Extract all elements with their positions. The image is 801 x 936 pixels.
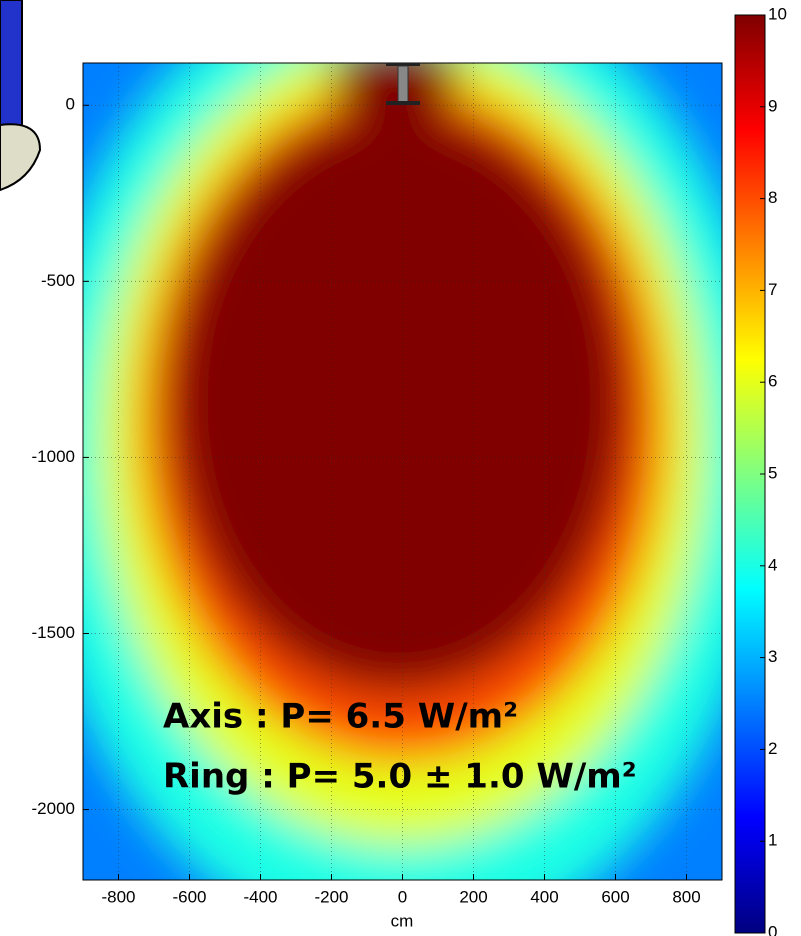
- annotation: Ring : P= 5.0 ± 1.0 W/m²: [163, 757, 637, 797]
- x-axis-label: cm: [391, 911, 414, 930]
- colorbar-tick-label: 0: [768, 922, 777, 936]
- contour-region: [331, 63, 460, 120]
- colorbar-tick-label: 9: [768, 96, 777, 115]
- x-tick-label: -400: [243, 887, 277, 906]
- grid: [83, 63, 722, 880]
- x-tick-label: 600: [601, 887, 629, 906]
- y-tick-label: 0: [66, 95, 75, 114]
- colorbar-tick-label: 10: [768, 4, 787, 23]
- contour-region: [168, 108, 630, 694]
- x-tick-label: -200: [314, 887, 348, 906]
- colorbar-tick-label: 8: [768, 188, 777, 207]
- y-tick-label: -2000: [32, 799, 75, 818]
- colorbar-tick-label: 1: [768, 831, 777, 850]
- y-tick-label: -1000: [32, 447, 75, 466]
- colorbar-tick-label: 6: [768, 372, 777, 391]
- colorbar-tick-label: 3: [768, 647, 777, 666]
- x-tick-label: -800: [101, 887, 135, 906]
- colorbar-tick-label: 2: [768, 739, 777, 758]
- annotation: Axis : P= 6.5 W/m²: [163, 697, 518, 737]
- x-tick-label: 800: [672, 887, 700, 906]
- colorbar-tick-label: 4: [768, 555, 777, 574]
- x-tick-label: -600: [172, 887, 206, 906]
- y-tick-label: -500: [41, 271, 75, 290]
- tower-icon: [386, 63, 420, 105]
- x-tick-label: 200: [459, 887, 487, 906]
- y-tick-label: -1500: [32, 623, 75, 642]
- colorbar-tick-label: 7: [768, 280, 777, 299]
- x-tick-label: 400: [530, 887, 558, 906]
- decoration: [0, 0, 42, 192]
- colorbar-tick-label: 5: [768, 463, 777, 482]
- x-tick-label: 0: [398, 887, 407, 906]
